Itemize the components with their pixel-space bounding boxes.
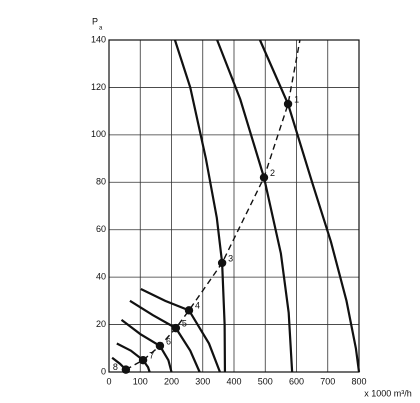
y-tick-label: 120 <box>91 82 106 92</box>
point-label: 8 <box>113 362 118 372</box>
point-label: 5 <box>182 319 187 329</box>
y-tick-label: 20 <box>96 319 106 329</box>
y-axis-label-sub: a <box>99 26 103 32</box>
operating-point <box>283 99 293 109</box>
fan-curve <box>216 39 294 373</box>
operating-point <box>155 341 165 351</box>
operating-point <box>121 365 131 374</box>
fan-curve <box>258 39 361 373</box>
operating-point <box>184 306 194 315</box>
point-label: 4 <box>195 301 200 311</box>
plot-frame <box>108 39 360 373</box>
x-tick-label: 100 <box>133 376 148 386</box>
x-tick-label: 200 <box>164 376 179 386</box>
y-tick-label: 100 <box>91 129 106 139</box>
x-tick-label: 500 <box>258 376 273 386</box>
point-label: 6 <box>166 336 171 346</box>
point-label: 7 <box>149 351 154 361</box>
x-axis-label: x 1000 m³/h <box>364 388 412 398</box>
x-tick-label: 800 <box>351 376 366 386</box>
operating-point <box>171 323 181 333</box>
y-tick-label: 80 <box>96 177 106 187</box>
point-label: 3 <box>228 253 233 263</box>
point-label: 1 <box>294 94 299 104</box>
operating-point <box>259 173 269 182</box>
x-tick-label: 400 <box>226 376 241 386</box>
system-curve <box>125 39 301 371</box>
y-tick-label: 40 <box>96 272 106 282</box>
operating-point <box>138 355 148 365</box>
fan-curve <box>173 39 227 373</box>
operating-point <box>217 258 227 268</box>
y-tick-label: 140 <box>91 34 106 44</box>
x-tick-label: 700 <box>320 376 335 386</box>
point-label: 2 <box>270 168 275 178</box>
y-axis-label: P <box>92 16 98 26</box>
x-tick-label: 0 <box>106 376 111 386</box>
y-tick-label: 0 <box>101 366 106 376</box>
y-tick-label: 60 <box>96 224 106 234</box>
x-tick-label: 600 <box>289 376 304 386</box>
x-tick-label: 300 <box>195 376 210 386</box>
